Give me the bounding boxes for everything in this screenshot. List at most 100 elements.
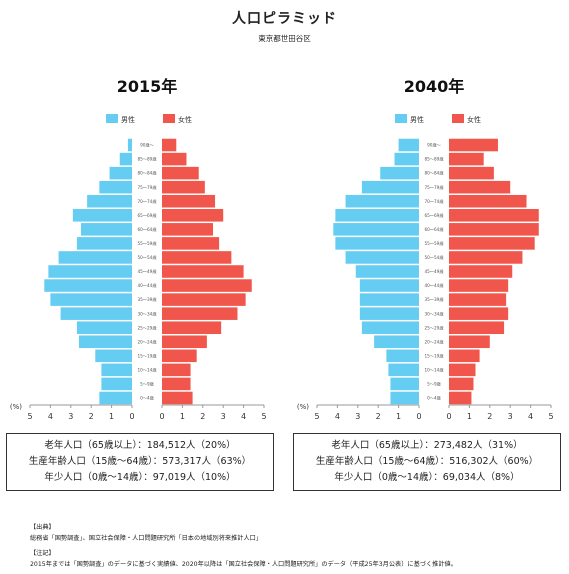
female-bar-2015-6 (162, 307, 238, 320)
female-bar-2015-5 (162, 321, 222, 334)
female-bar-2015-8 (162, 279, 252, 292)
female-bar-2040-7 (449, 293, 507, 306)
female-bar-2040-18 (449, 138, 498, 152)
female-bar-2015-7 (162, 293, 246, 306)
x-tick-label-2015-7: 1 (180, 412, 185, 421)
female-bar-2040-5 (449, 321, 505, 334)
age-label-2015-16: 80〜84歳 (137, 170, 157, 176)
male-bar-2040-13 (335, 209, 419, 222)
legend-female-label-2015: 女性 (178, 115, 192, 124)
x-tick-label-2040-7: 1 (467, 412, 472, 421)
age-label-2040-10: 50〜54歳 (424, 254, 444, 260)
age-label-2040-8: 40〜44歳 (424, 282, 444, 288)
age-label-2015-15: 75〜79歳 (137, 184, 157, 190)
male-bar-2040-4 (374, 335, 419, 349)
age-label-2040-9: 45〜49歳 (424, 268, 444, 274)
female-bar-2040-4 (449, 335, 490, 349)
x-tick-label-2015-8: 2 (200, 412, 205, 421)
female-bar-2015-2 (162, 363, 191, 377)
female-bar-2015-18 (162, 138, 177, 152)
summary-elderly-2015: 老年人口（65歳以上）：184,512人（20%） (44, 440, 236, 451)
male-bar-2015-9 (48, 265, 132, 278)
male-bar-2015-3 (95, 349, 132, 363)
female-bar-2015-10 (162, 251, 232, 264)
x-tick-label-2015-5: 0 (129, 412, 134, 421)
female-bar-2040-3 (449, 349, 480, 363)
x-tick-label-2040-11: 5 (548, 412, 553, 421)
summary-working-age-2015: 生産年齢人口（15歳〜64歳）：573,317人（63%） (28, 456, 252, 467)
x-tick-label-2040-1: 4 (335, 412, 340, 421)
age-label-2015-18: 90歳〜 (140, 142, 154, 148)
male-bar-2040-3 (386, 349, 419, 363)
age-label-2015-1: 5〜9歳 (140, 381, 155, 387)
age-label-2015-7: 35〜39歳 (137, 296, 157, 302)
female-bar-2040-17 (449, 152, 484, 166)
male-bar-2040-0 (390, 391, 419, 405)
summary-box-2015: 老年人口（65歳以上）：184,512人（20%） 生産年齢人口（15歳〜64歳… (6, 433, 274, 491)
male-bar-2015-5 (76, 321, 132, 334)
female-bar-2040-11 (449, 237, 535, 250)
age-label-2015-11: 55〜59歳 (137, 240, 157, 246)
female-bar-2040-1 (449, 377, 474, 391)
male-bar-2015-6 (60, 307, 132, 320)
x-tick-label-2040-9: 3 (508, 412, 513, 421)
male-bar-2015-17 (119, 152, 132, 166)
legend-female-swatch-2015 (163, 114, 175, 123)
female-bar-2015-1 (162, 377, 191, 391)
legend-male-label-2040: 男性 (410, 115, 424, 124)
summary-youth-2015: 年少人口（0歳〜14歳）：97,019人（10%） (44, 472, 236, 483)
male-bar-2040-10 (345, 251, 419, 264)
x-tick-label-2015-4: 1 (109, 412, 114, 421)
male-bar-2015-16 (109, 166, 132, 180)
age-label-2015-12: 60〜64歳 (137, 226, 157, 232)
legend-female-label-2040: 女性 (467, 115, 481, 124)
male-bar-2015-10 (58, 251, 133, 264)
age-label-2015-6: 30〜34歳 (137, 310, 157, 316)
age-label-2015-2: 10〜14歳 (137, 366, 157, 372)
male-bar-2015-12 (81, 223, 132, 236)
x-tick-label-2040-5: 0 (416, 412, 421, 421)
female-bar-2015-13 (162, 209, 224, 222)
male-bar-2015-4 (78, 335, 132, 349)
x-tick-label-2015-11: 5 (261, 412, 266, 421)
male-bar-2040-9 (355, 265, 419, 278)
female-bar-2015-0 (162, 391, 193, 405)
age-label-2015-8: 40〜44歳 (137, 282, 157, 288)
female-bar-2040-13 (449, 209, 539, 222)
age-label-2040-14: 70〜74歳 (424, 198, 444, 204)
summary-box-2040: 老年人口（65歳以上）：273,482人（31%） 生産年齢人口（15歳〜64歳… (293, 433, 561, 491)
legend-male-swatch-2015 (106, 114, 118, 123)
source-heading: 【出典】 (30, 524, 55, 531)
age-label-2015-3: 15〜19歳 (137, 352, 157, 358)
percent-label-2015: (%) (10, 403, 22, 411)
percent-label-2040: (%) (297, 403, 309, 411)
female-bar-2015-16 (162, 166, 199, 180)
age-label-2040-0: 0〜4歳 (427, 395, 442, 401)
female-bar-2040-15 (449, 180, 511, 194)
x-tick-label-2015-10: 4 (241, 412, 246, 421)
male-bar-2015-1 (101, 377, 132, 391)
male-bar-2015-14 (87, 194, 132, 208)
female-bar-2040-6 (449, 307, 509, 320)
x-tick-label-2040-8: 2 (487, 412, 492, 421)
x-tick-label-2015-9: 3 (221, 412, 226, 421)
x-tick-label-2015-1: 4 (48, 412, 53, 421)
x-tick-label-2015-6: 0 (159, 412, 164, 421)
age-label-2015-4: 20〜24歳 (137, 338, 157, 344)
male-bar-2040-15 (361, 180, 419, 194)
female-bar-2040-14 (449, 194, 527, 208)
x-tick-label-2040-4: 1 (396, 412, 401, 421)
x-tick-label-2015-0: 5 (27, 412, 32, 421)
age-label-2015-10: 50〜54歳 (137, 254, 157, 260)
female-bar-2015-12 (162, 223, 213, 236)
female-bar-2040-10 (449, 251, 523, 264)
male-bar-2040-16 (380, 166, 419, 180)
male-bar-2040-8 (359, 279, 419, 292)
male-bar-2015-7 (50, 293, 132, 306)
female-bar-2040-16 (449, 166, 494, 180)
age-label-2015-0: 0〜4歳 (140, 395, 155, 401)
female-bar-2015-11 (162, 237, 220, 250)
age-label-2015-13: 65〜69歳 (137, 212, 157, 218)
male-bar-2040-7 (359, 293, 419, 306)
summary-elderly-2040: 老年人口（65歳以上）：273,482人（31%） (331, 440, 523, 451)
